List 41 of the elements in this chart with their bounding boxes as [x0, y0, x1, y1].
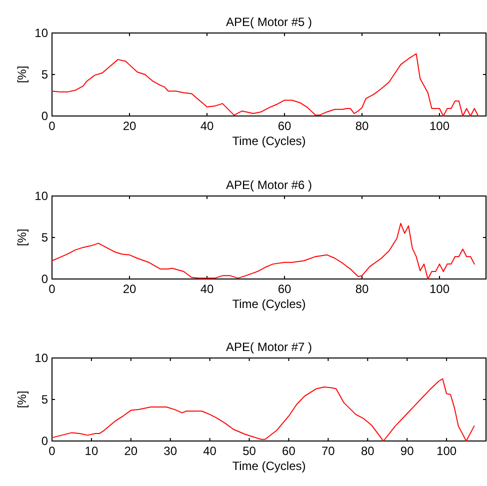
y-tick-label: 0	[41, 434, 48, 448]
x-tick-label: 20	[124, 444, 138, 458]
x-tick-label: 100	[429, 282, 450, 296]
chart-title: APE( Motor #7 )	[226, 340, 312, 354]
chart-title: APE( Motor #6 )	[226, 178, 312, 192]
x-tick-label: 20	[122, 282, 136, 296]
y-tick-label: 0	[41, 109, 48, 123]
x-tick-label: 80	[355, 282, 369, 296]
x-tick-label: 60	[282, 444, 296, 458]
x-tick-label: 60	[278, 119, 292, 133]
y-tick-label: 5	[41, 68, 48, 82]
x-tick-label: 40	[203, 444, 217, 458]
x-tick-label: 40	[200, 119, 214, 133]
y-axis-title: [%]	[15, 390, 29, 408]
line-series	[52, 378, 475, 442]
x-tick-label: 90	[400, 444, 414, 458]
x-tick-label: 60	[278, 282, 292, 296]
x-tick-label: 30	[164, 444, 178, 458]
x-axis-title: Time (Cycles)	[232, 459, 306, 473]
x-tick-label: 40	[200, 282, 214, 296]
y-axis-title: [%]	[15, 228, 29, 246]
y-tick-label: 5	[41, 392, 48, 406]
x-tick-label: 10	[84, 444, 98, 458]
x-tick-label: 50	[242, 444, 256, 458]
line-series	[52, 53, 479, 116]
y-tick-label: 0	[41, 272, 48, 286]
y-tick-label: 10	[34, 351, 48, 365]
y-tick-label: 10	[34, 26, 48, 40]
x-tick-label: 70	[322, 444, 336, 458]
chart-title: APE( Motor #5 )	[226, 15, 312, 29]
x-tick-label: 80	[355, 119, 369, 133]
x-tick-label: 80	[360, 444, 375, 458]
y-tick-label: 5	[41, 230, 48, 244]
x-tick-label: 20	[122, 119, 136, 133]
x-axis-title: Time (Cycles)	[232, 297, 306, 311]
x-axis-title: Time (Cycles)	[232, 134, 306, 148]
x-tick-label: 100	[429, 119, 450, 133]
y-tick-label: 10	[34, 189, 48, 203]
x-tick-label: 100	[436, 444, 457, 458]
y-axis-title: [%]	[15, 66, 29, 84]
line-series	[52, 222, 475, 280]
